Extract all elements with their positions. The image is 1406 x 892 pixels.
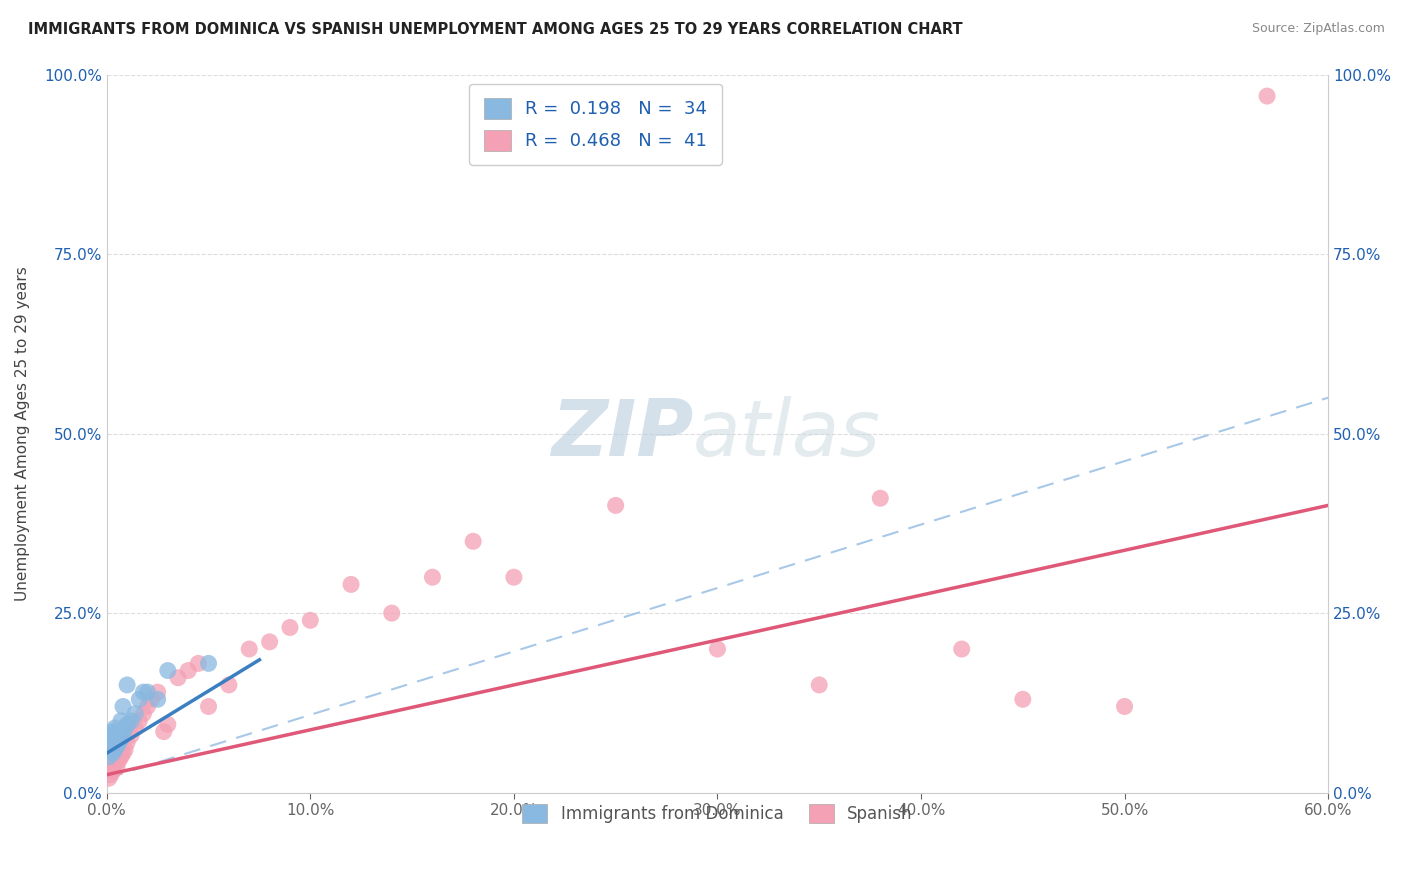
Point [101,731,124,746]
Point [422,570,444,584]
Point [100,767,122,781]
Point [869,491,891,506]
Point [120,714,142,728]
Point [105,724,128,739]
Point [463,534,485,549]
Text: IMMIGRANTS FROM DOMINICA VS SPANISH UNEMPLOYMENT AMONG AGES 25 TO 29 YEARS CORRE: IMMIGRANTS FROM DOMINICA VS SPANISH UNEM… [28,22,963,37]
Point [381,606,404,620]
Point [114,721,136,735]
Point [1256,89,1278,103]
Point [177,664,200,678]
Point [101,739,124,753]
Point [105,731,128,746]
Point [132,685,155,699]
Point [110,724,132,739]
Text: atlas: atlas [693,395,882,472]
Point [112,728,135,742]
Point [167,671,190,685]
Point [218,678,240,692]
Text: ZIP: ZIP [551,395,693,472]
Point [808,678,831,692]
Point [187,657,209,671]
Point [104,735,127,749]
Point [104,756,127,771]
Point [146,692,169,706]
Point [156,664,179,678]
Point [108,735,131,749]
Point [124,706,146,721]
Point [1114,699,1136,714]
Point [101,746,124,760]
Point [128,714,150,728]
Point [124,721,146,735]
Point [706,642,728,657]
Point [110,731,132,746]
Text: Source: ZipAtlas.com: Source: ZipAtlas.com [1251,22,1385,36]
Point [1011,692,1033,706]
Point [152,724,174,739]
Point [101,764,124,778]
Point [112,746,135,760]
Point [100,728,122,742]
Point [105,760,128,774]
Point [238,642,260,657]
Point [105,739,128,753]
Point [110,714,132,728]
Point [141,692,163,706]
Point [128,692,150,706]
Point [104,728,127,742]
Point [950,642,973,657]
Point [136,685,159,699]
Y-axis label: Unemployment Among Ages 25 to 29 years: Unemployment Among Ages 25 to 29 years [15,266,30,601]
Point [104,742,127,756]
Point [108,753,131,767]
Point [97,739,120,753]
Point [120,728,142,742]
Point [100,742,122,756]
Point [132,706,155,721]
Point [136,699,159,714]
Point [259,635,281,649]
Point [146,685,169,699]
Point [97,772,120,786]
Legend: Immigrants from Dominica, Spanish: Immigrants from Dominica, Spanish [510,792,924,835]
Point [114,742,136,756]
Point [197,657,219,671]
Point [104,721,127,735]
Point [110,749,132,764]
Point [156,717,179,731]
Point [115,735,138,749]
Point [340,577,363,591]
Point [299,613,322,627]
Point [502,570,524,584]
Point [112,699,135,714]
Point [115,717,138,731]
Point [97,749,120,764]
Point [101,724,124,739]
Point [115,678,138,692]
Point [108,728,131,742]
Point [197,699,219,714]
Point [278,620,301,634]
Point [100,731,122,746]
Point [605,499,627,513]
